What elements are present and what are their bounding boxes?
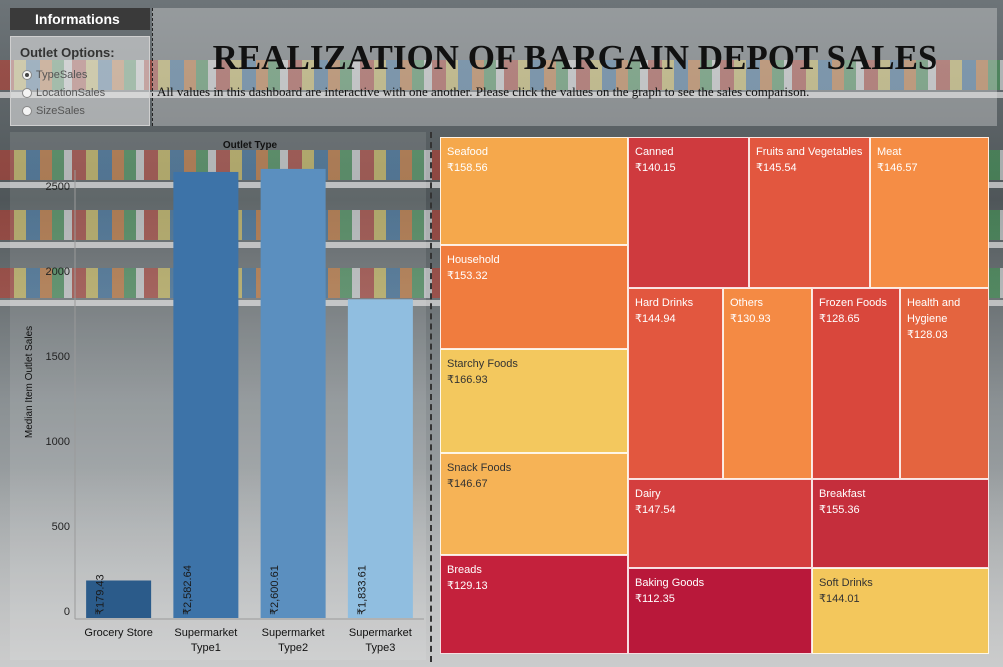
option-typesales[interactable]: TypeSales [22, 69, 87, 81]
tile-value-label: ₹112.35 [635, 593, 675, 605]
treemap-tile[interactable]: Baking Goods ₹112.35 [628, 568, 812, 654]
tile-value-label: ₹153.32 [447, 270, 488, 282]
tile-category-label: Breads [447, 564, 482, 576]
tile-value-label: ₹144.01 [819, 593, 860, 605]
treemap-tile[interactable]: Health and Hygiene ₹128.03 [900, 288, 989, 479]
treemap-tile[interactable]: Breakfast ₹155.36 [812, 479, 989, 568]
outlet-options-panel: Outlet Options: TypeSales LocationSales … [10, 36, 150, 126]
tile-value-label: ₹144.94 [635, 313, 676, 325]
tile-value-label: ₹146.57 [877, 162, 918, 174]
treemap-tile[interactable]: Fruits and Vegetables ₹145.54 [749, 137, 870, 288]
chart-title: Outlet Type [223, 140, 278, 151]
dashboard-subtitle: All values in this dashboard are interac… [157, 84, 810, 99]
outlet-type-bar-chart: Outlet Type 0 500 1000 1500 2000 2500 Median It… [24, 140, 424, 654]
x-tick-label: Type1 [191, 642, 221, 654]
radio-icon[interactable] [22, 70, 32, 80]
tile-category-label: Health and Hygiene [907, 297, 961, 325]
option-label: LocationSales [36, 87, 106, 99]
bar-value-label: ₹2,582.64 [182, 565, 194, 615]
tile-category-label: Hard Drinks [635, 297, 694, 309]
tile-category-label: Others [730, 297, 764, 309]
option-locationsales[interactable]: LocationSales [22, 87, 105, 99]
treemap-tile[interactable]: Seafood ₹158.56 [440, 137, 628, 245]
bar-value-label: ₹179.43 [95, 574, 107, 615]
tile-category-label: Meat [877, 146, 902, 158]
panel-divider [430, 132, 432, 662]
option-label: TypeSales [36, 69, 88, 81]
tile-value-label: ₹128.03 [907, 329, 948, 341]
x-tick-label: Supermarket [174, 627, 237, 639]
tile-value-label: ₹146.67 [447, 478, 488, 490]
tile-value-label: ₹166.93 [447, 374, 488, 386]
treemap-tile[interactable]: Canned ₹140.15 [628, 137, 749, 288]
treemap-tile[interactable]: Household ₹153.32 [440, 245, 628, 349]
bar[interactable] [173, 171, 239, 618]
informations-tab[interactable]: Informations [10, 8, 150, 30]
option-label: SizeSales [36, 105, 85, 117]
title-panel: REALIZATION OF BARGAIN DEPOT SALES All v… [152, 8, 997, 126]
treemap-tile[interactable]: Breads ₹129.13 [440, 555, 628, 654]
tile-category-label: Frozen Foods [819, 297, 887, 309]
treemap-tile[interactable]: Starchy Foods ₹166.93 [440, 349, 628, 453]
tile-value-label: ₹130.93 [730, 313, 771, 325]
tile-category-label: Baking Goods [635, 577, 705, 589]
tile-category-label: Starchy Foods [447, 358, 518, 370]
tile-category-label: Fruits and Vegetables [756, 146, 863, 158]
y-tick-label: 1500 [46, 351, 70, 363]
treemap-tile[interactable]: Snack Foods ₹146.67 [440, 453, 628, 555]
x-tick-label: Grocery Store [84, 627, 152, 639]
x-tick-label: Type2 [278, 642, 308, 654]
tile-value-label: ₹158.56 [447, 162, 488, 174]
x-tick-label: Type3 [365, 642, 395, 654]
tile-category-label: Household [447, 254, 500, 266]
bar[interactable] [86, 580, 152, 618]
tile-category-label: Soft Drinks [819, 577, 873, 589]
tile-value-label: ₹129.13 [447, 580, 488, 592]
treemap-tile[interactable]: Soft Drinks ₹144.01 [812, 568, 989, 654]
y-tick-label: 2000 [46, 266, 70, 278]
item-type-treemap: Seafood ₹158.56 Household ₹153.32 Starchy Fo… [440, 137, 989, 654]
tile-category-label: Breakfast [819, 488, 866, 500]
dashboard-title: REALIZATION OF BARGAIN DEPOT SALES [212, 38, 938, 77]
treemap-tile[interactable]: Frozen Foods ₹128.65 [812, 288, 900, 479]
bar[interactable] [347, 299, 413, 618]
treemap-tile[interactable]: Dairy ₹147.54 [628, 479, 812, 568]
y-tick-label: 1000 [46, 436, 70, 448]
tile-value-label: ₹147.54 [635, 504, 676, 516]
option-sizesales[interactable]: SizeSales [22, 105, 85, 117]
bar-value-label: ₹2,600.61 [269, 565, 281, 615]
x-tick-label: Supermarket [349, 627, 412, 639]
y-tick-label: 0 [64, 606, 70, 618]
bar-chart-panel: Outlet Type 0 500 1000 1500 2000 2500 Median It… [10, 132, 426, 660]
tile-value-label: ₹140.15 [635, 162, 676, 174]
outlet-options-title: Outlet Options: [20, 45, 115, 60]
y-axis-label: Median Item Outlet Sales [24, 326, 35, 438]
tile-category-label: Dairy [635, 488, 661, 500]
treemap-tile[interactable]: Meat ₹146.57 [870, 137, 989, 288]
tile-value-label: ₹145.54 [756, 162, 797, 174]
tile-category-label: Seafood [447, 146, 488, 158]
radio-icon[interactable] [22, 106, 32, 116]
y-tick-label: 2500 [46, 181, 70, 193]
x-tick-label: Supermarket [262, 627, 325, 639]
bar-value-label: ₹1,833.61 [356, 565, 368, 615]
tile-category-label: Canned [635, 146, 674, 158]
treemap-tile[interactable]: Others ₹130.93 [723, 288, 812, 479]
treemap-tile[interactable]: Hard Drinks ₹144.94 [628, 288, 723, 479]
tile-value-label: ₹128.65 [819, 313, 860, 325]
bar[interactable] [260, 168, 326, 618]
radio-icon[interactable] [22, 88, 32, 98]
tile-value-label: ₹155.36 [819, 504, 860, 516]
y-tick-label: 500 [52, 521, 70, 533]
tile-category-label: Snack Foods [447, 462, 512, 474]
